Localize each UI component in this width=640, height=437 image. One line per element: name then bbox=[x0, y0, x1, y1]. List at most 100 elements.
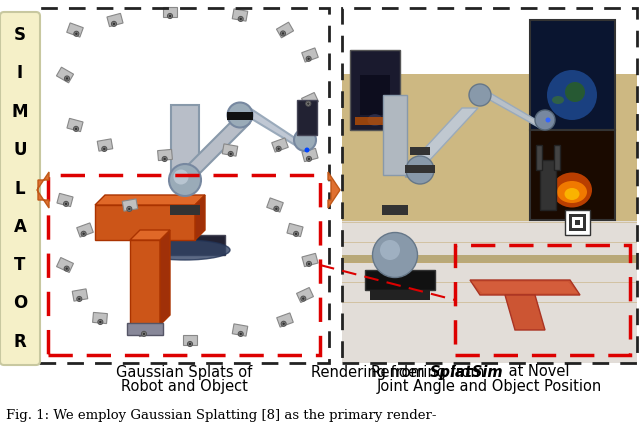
Polygon shape bbox=[267, 198, 284, 212]
Bar bbox=[365, 270, 435, 290]
Ellipse shape bbox=[64, 266, 69, 271]
Bar bbox=[48, 175, 320, 355]
Bar bbox=[410, 147, 430, 155]
Polygon shape bbox=[95, 205, 195, 240]
Bar bbox=[536, 145, 542, 170]
Ellipse shape bbox=[66, 77, 68, 80]
Ellipse shape bbox=[141, 331, 147, 336]
Ellipse shape bbox=[308, 158, 310, 160]
Ellipse shape bbox=[102, 146, 107, 152]
Ellipse shape bbox=[173, 170, 189, 184]
Polygon shape bbox=[232, 9, 248, 21]
Bar bbox=[342, 242, 637, 243]
Polygon shape bbox=[160, 230, 170, 325]
Ellipse shape bbox=[282, 32, 284, 35]
Text: I: I bbox=[17, 65, 23, 83]
Bar bbox=[360, 75, 390, 115]
Ellipse shape bbox=[301, 296, 306, 301]
Ellipse shape bbox=[545, 118, 550, 122]
Ellipse shape bbox=[169, 164, 201, 196]
Ellipse shape bbox=[189, 343, 191, 345]
Polygon shape bbox=[163, 7, 177, 17]
Bar bbox=[342, 282, 637, 283]
Text: SplatSim: SplatSim bbox=[429, 364, 503, 379]
Text: Rendering from: Rendering from bbox=[311, 364, 429, 379]
Polygon shape bbox=[276, 313, 293, 327]
Bar bbox=[39, 8, 329, 363]
Polygon shape bbox=[72, 289, 88, 301]
Ellipse shape bbox=[75, 128, 77, 130]
Bar bbox=[40, 8, 328, 363]
Text: Joint Angle and Object Position: Joint Angle and Object Position bbox=[377, 379, 602, 395]
Polygon shape bbox=[232, 107, 310, 148]
Ellipse shape bbox=[103, 148, 106, 150]
Text: M: M bbox=[12, 103, 28, 121]
Polygon shape bbox=[175, 123, 250, 178]
Text: Fig. 1: We employ Gaussian Splatting [8] as the primary render-: Fig. 1: We employ Gaussian Splatting [8]… bbox=[6, 409, 436, 422]
Ellipse shape bbox=[307, 156, 312, 161]
Polygon shape bbox=[130, 240, 160, 325]
FancyBboxPatch shape bbox=[0, 12, 40, 365]
Ellipse shape bbox=[277, 148, 280, 150]
Bar bbox=[342, 74, 637, 221]
Bar bbox=[342, 262, 637, 263]
FancyArrow shape bbox=[328, 172, 340, 208]
Polygon shape bbox=[122, 199, 138, 211]
Ellipse shape bbox=[547, 70, 597, 120]
Ellipse shape bbox=[74, 126, 79, 132]
Ellipse shape bbox=[557, 181, 587, 203]
Text: O: O bbox=[13, 295, 27, 312]
Ellipse shape bbox=[113, 23, 115, 25]
Ellipse shape bbox=[275, 208, 278, 210]
Ellipse shape bbox=[83, 232, 85, 235]
Polygon shape bbox=[157, 149, 172, 160]
Ellipse shape bbox=[227, 103, 253, 128]
Bar bbox=[530, 20, 615, 130]
Ellipse shape bbox=[128, 208, 131, 210]
Ellipse shape bbox=[305, 148, 310, 153]
Polygon shape bbox=[130, 230, 170, 240]
Ellipse shape bbox=[281, 321, 286, 326]
Polygon shape bbox=[296, 288, 314, 302]
Text: Rendering from: Rendering from bbox=[371, 364, 490, 379]
Text: L: L bbox=[15, 180, 26, 198]
Polygon shape bbox=[57, 193, 73, 207]
Polygon shape bbox=[56, 257, 74, 273]
Bar bbox=[530, 130, 615, 220]
Ellipse shape bbox=[307, 261, 312, 267]
Polygon shape bbox=[470, 280, 580, 295]
Ellipse shape bbox=[295, 232, 298, 235]
Ellipse shape bbox=[239, 17, 242, 20]
Bar bbox=[455, 245, 630, 355]
Bar bbox=[342, 222, 637, 223]
Ellipse shape bbox=[99, 321, 102, 323]
Polygon shape bbox=[405, 175, 430, 177]
Ellipse shape bbox=[564, 188, 579, 200]
Polygon shape bbox=[232, 324, 248, 336]
Ellipse shape bbox=[280, 31, 285, 36]
Bar bbox=[565, 210, 590, 235]
Polygon shape bbox=[412, 108, 478, 162]
Ellipse shape bbox=[380, 240, 400, 260]
FancyArrow shape bbox=[37, 172, 49, 208]
Polygon shape bbox=[276, 22, 294, 38]
Bar bbox=[297, 100, 317, 135]
Ellipse shape bbox=[308, 263, 310, 265]
Ellipse shape bbox=[65, 203, 67, 205]
Ellipse shape bbox=[565, 82, 585, 102]
Ellipse shape bbox=[228, 152, 233, 156]
Ellipse shape bbox=[294, 231, 298, 236]
Ellipse shape bbox=[238, 17, 243, 21]
Bar bbox=[342, 150, 637, 363]
Bar bbox=[370, 290, 430, 300]
Bar bbox=[554, 145, 560, 170]
Text: S: S bbox=[14, 26, 26, 44]
Polygon shape bbox=[97, 139, 113, 151]
Ellipse shape bbox=[188, 341, 193, 347]
Ellipse shape bbox=[372, 232, 417, 277]
Polygon shape bbox=[302, 253, 318, 267]
Ellipse shape bbox=[77, 296, 82, 302]
Bar bbox=[145, 235, 225, 255]
Ellipse shape bbox=[140, 240, 230, 260]
Ellipse shape bbox=[307, 58, 310, 60]
